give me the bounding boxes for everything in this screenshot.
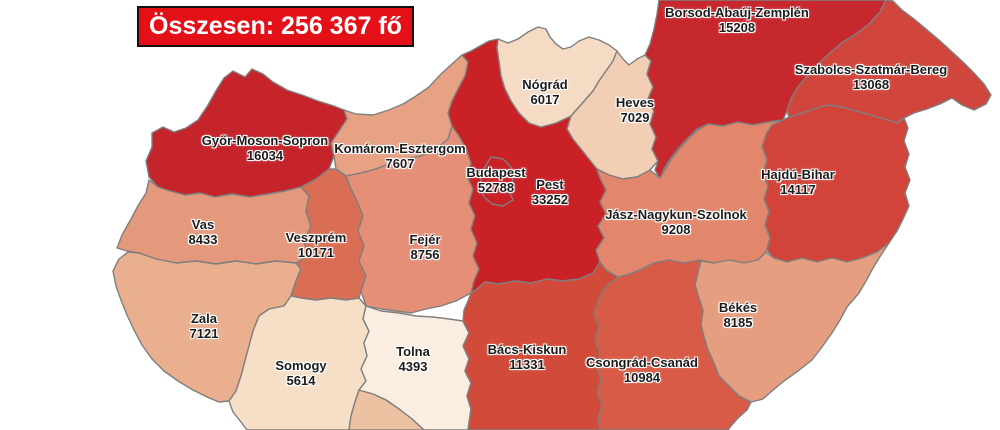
county-region-bacs-kiskun[interactable] bbox=[462, 261, 619, 430]
county-region-hajdu-bihar[interactable] bbox=[761, 104, 911, 263]
county-region-budapest[interactable] bbox=[479, 156, 514, 207]
county-region-baranya[interactable] bbox=[348, 389, 425, 430]
total-cases-banner: Összesen: 256 367 fő bbox=[137, 6, 414, 47]
county-region-tolna[interactable] bbox=[358, 305, 472, 430]
county-region-bekes[interactable] bbox=[694, 242, 890, 403]
total-cases-label: Összesen: 256 367 fő bbox=[149, 12, 402, 40]
